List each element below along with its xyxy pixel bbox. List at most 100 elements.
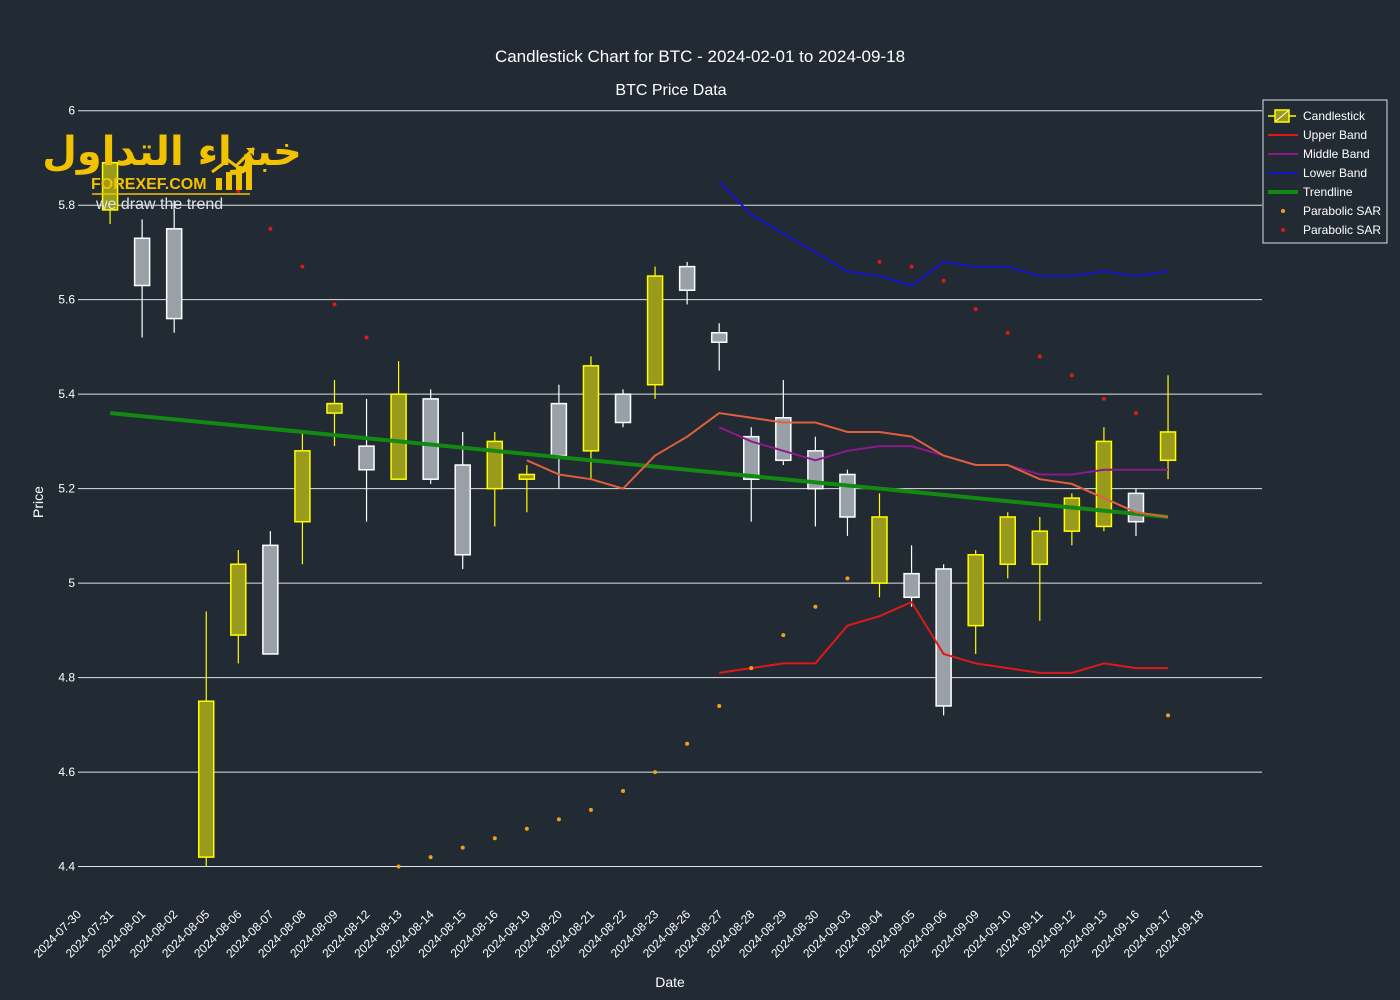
- candle: [358, 398, 375, 522]
- candle: [678, 261, 696, 305]
- candle: [999, 512, 1016, 579]
- parabolic-sar-point: [1133, 411, 1138, 416]
- candle-body: [133, 237, 151, 287]
- candle-body: [935, 568, 952, 707]
- y-tick-label: 5.2: [58, 482, 75, 496]
- chart-title: Candlestick Chart for BTC - 2024-02-01 t…: [495, 47, 905, 66]
- parabolic-sar-point: [300, 264, 305, 269]
- candle-body: [262, 544, 279, 655]
- parabolic-sar-point: [813, 604, 818, 609]
- candle-body: [1031, 530, 1049, 565]
- parabolic-sar-point: [973, 307, 978, 312]
- candle-body: [422, 398, 439, 480]
- logo-tagline: we draw the trend: [95, 196, 223, 213]
- candle: [646, 266, 664, 399]
- candle-body: [1063, 497, 1081, 532]
- parabolic-sar-point: [621, 788, 626, 793]
- candle: [1095, 427, 1113, 532]
- parabolic-sar-point: [1166, 713, 1171, 718]
- chart-subtitle: BTC Price Data: [615, 82, 726, 99]
- y-tick-label: 4.4: [58, 860, 75, 874]
- parabolic-sar-points: [204, 146, 1171, 869]
- candle-body: [518, 473, 536, 480]
- indicator-lines: [109, 180, 1169, 674]
- legend-label: Upper Band: [1303, 128, 1367, 142]
- candle-body: [294, 450, 311, 523]
- candle: [614, 389, 632, 428]
- candle: [197, 611, 215, 867]
- legend-item-trendline: Trendline: [1268, 185, 1353, 199]
- logo-bars-icon: [211, 146, 256, 190]
- candle-body: [230, 563, 247, 636]
- lower-band-line: [718, 180, 1169, 287]
- candle: [1031, 516, 1049, 621]
- legend-item-psar-red: Parabolic SAR: [1281, 223, 1381, 237]
- candle: [967, 550, 984, 654]
- candle-body: [743, 435, 760, 480]
- legend-label: Lower Band: [1303, 166, 1367, 180]
- parabolic-sar-point: [877, 259, 882, 264]
- candle-body: [775, 417, 792, 462]
- parabolic-sar-point: [781, 633, 786, 638]
- y-tick-label: 5: [68, 576, 75, 590]
- y-axis-title: Price: [30, 486, 46, 518]
- candle-body: [165, 228, 183, 320]
- y-tick-label: 5.6: [58, 293, 75, 307]
- candle-body: [710, 331, 728, 343]
- parabolic-sar-point: [717, 703, 722, 708]
- legend-label: Parabolic SAR: [1303, 223, 1381, 237]
- candle-body: [807, 450, 824, 490]
- parabolic-sar-point: [1005, 330, 1010, 335]
- parabolic-sar-point: [364, 335, 369, 340]
- legend-label: Parabolic SAR: [1303, 204, 1381, 218]
- y-tick-label: 6: [68, 104, 75, 118]
- candle: [903, 545, 920, 607]
- candle: [454, 431, 471, 569]
- candle-body: [839, 473, 856, 518]
- parabolic-sar-point: [332, 302, 337, 307]
- legend: Candlestick Upper Band Middle Band Lower…: [1262, 99, 1388, 244]
- parabolic-sar-point: [909, 264, 914, 269]
- logo-arabic: خبراء التداول: [42, 129, 302, 175]
- parabolic-sar-point: [749, 666, 754, 671]
- candle-body: [326, 402, 343, 414]
- trendline-line: [109, 411, 1169, 519]
- candle: [262, 531, 279, 655]
- indicator-line: [526, 412, 1169, 518]
- parabolic-sar-point: [685, 741, 690, 746]
- candle: [422, 389, 439, 484]
- legend-item-upper-band: Upper Band: [1268, 128, 1367, 142]
- candle-body: [903, 572, 920, 599]
- legend-item-middle-band: Middle Band: [1268, 147, 1370, 161]
- candle-body: [358, 445, 375, 471]
- y-tick-label: 4.8: [58, 671, 75, 685]
- parabolic-sar-point: [236, 189, 241, 194]
- parabolic-sar-point: [1069, 373, 1074, 378]
- candle-body: [614, 393, 632, 424]
- watermark-logo: خبراء التداول FOREXEF.COM we draw the tr…: [42, 129, 302, 213]
- parabolic-sar-point: [588, 807, 593, 812]
- candle-body: [646, 275, 664, 386]
- candle-body: [1095, 440, 1113, 528]
- candle: [710, 323, 728, 371]
- candle-body: [871, 516, 888, 584]
- legend-item-lower-band: Lower Band: [1268, 166, 1367, 180]
- candle-body: [101, 161, 119, 211]
- candle-body: [582, 365, 600, 452]
- x-axis-title: Date: [655, 974, 685, 990]
- parabolic-sar-point: [396, 864, 401, 869]
- parabolic-sar-point: [268, 226, 273, 231]
- parabolic-sar-point: [556, 817, 561, 822]
- candles: [101, 153, 1177, 867]
- candle-body: [678, 265, 696, 291]
- legend-item-psar-orange: Parabolic SAR: [1281, 204, 1381, 218]
- legend-label: Candlestick: [1303, 109, 1366, 123]
- candle: [935, 564, 952, 716]
- legend-label: Trendline: [1303, 185, 1353, 199]
- candle: [294, 431, 311, 565]
- candle-body: [967, 554, 984, 627]
- parabolic-sar-point: [428, 855, 433, 860]
- candle-body: [1127, 492, 1145, 523]
- parabolic-sar-point: [845, 576, 850, 581]
